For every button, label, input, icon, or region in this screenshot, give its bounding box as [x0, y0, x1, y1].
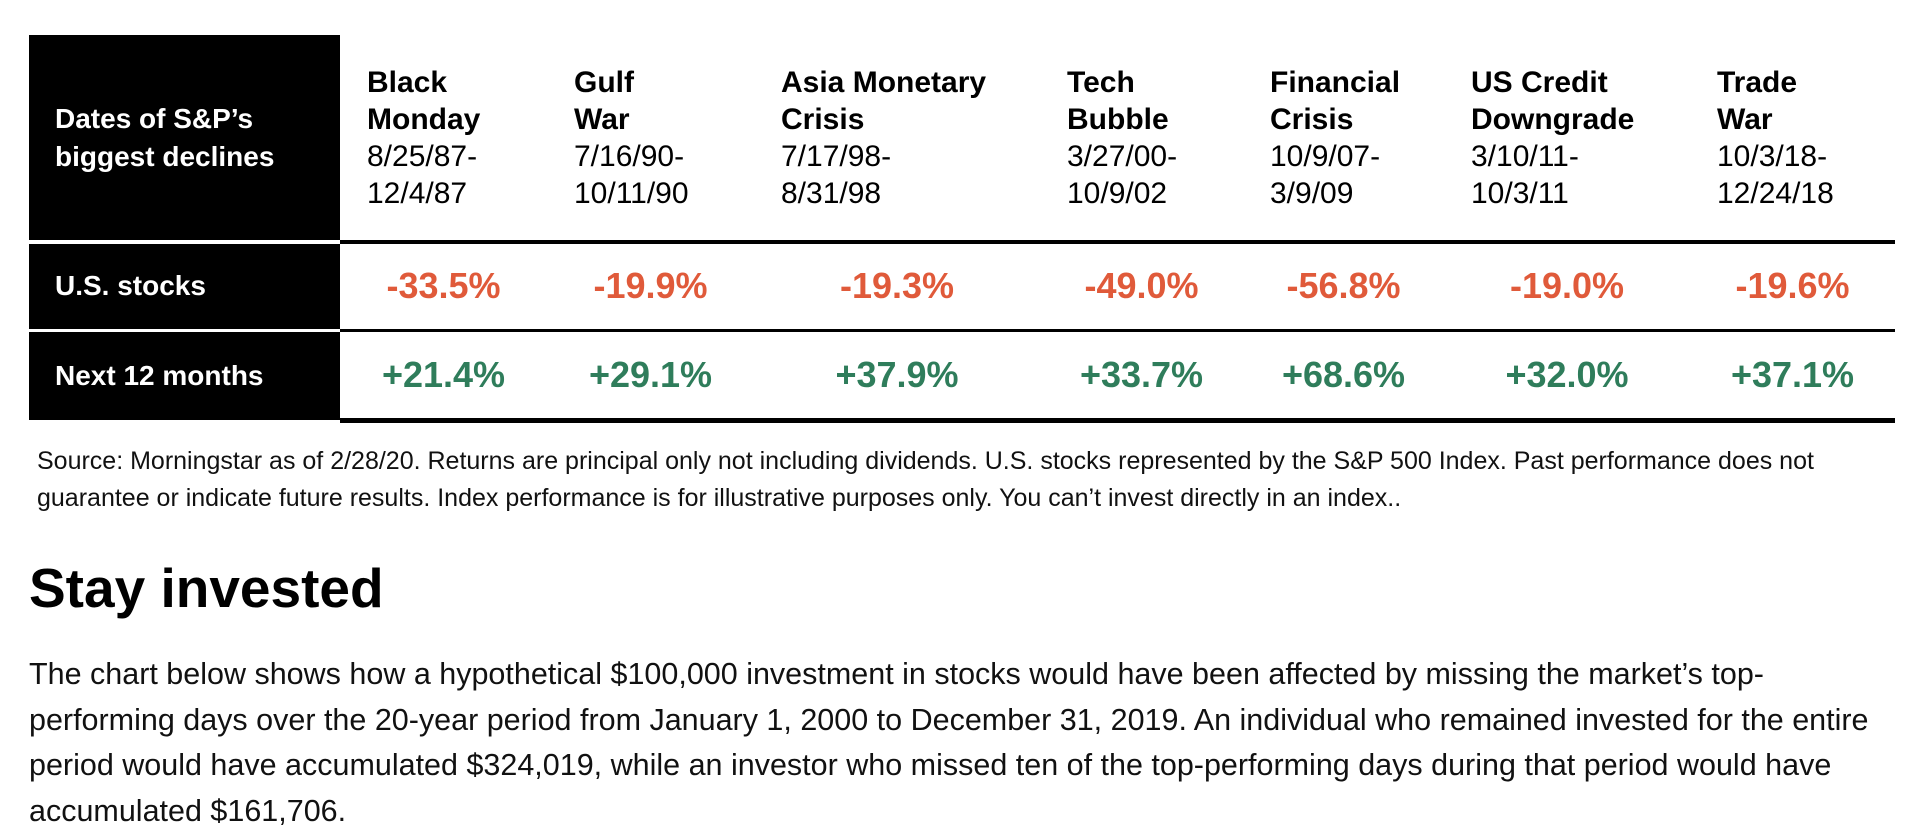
event-col-5: US Credit Downgrade 3/10/11-10/3/11: [1444, 35, 1690, 244]
next-12-value: +29.1%: [547, 330, 754, 423]
event-name: Financial Crisis: [1270, 65, 1401, 136]
event-dates: 7/16/90-10/11/90: [574, 139, 689, 210]
source-note: Source: Morningstar as of 2/28/20. Retur…: [37, 447, 1814, 512]
event-dates: 3/27/00-10/9/02: [1067, 139, 1178, 210]
us-stocks-value: -19.0%: [1444, 242, 1690, 332]
sp-declines-table: Dates of S&P’s biggest declines Black Mo…: [29, 35, 1895, 423]
us-stocks-value: -33.5%: [340, 242, 547, 332]
us-stocks-row: U.S. stocks -33.5% -19.9% -19.3% -49.0% …: [29, 242, 1895, 332]
event-name: Gulf War: [574, 65, 634, 136]
next-12-value: +37.1%: [1690, 330, 1895, 423]
us-stocks-value: -19.3%: [754, 242, 1040, 332]
event-name: Asia Monetary Crisis: [781, 65, 987, 136]
next-12-value: +68.6%: [1243, 330, 1444, 423]
event-dates: 8/25/87-12/4/87: [367, 139, 478, 210]
row-label-us-stocks: U.S. stocks: [29, 242, 340, 332]
event-name: Tech Bubble: [1067, 65, 1169, 136]
event-col-3: Tech Bubble 3/27/00-10/9/02: [1040, 35, 1243, 244]
event-dates: 10/9/07-3/9/09: [1270, 139, 1381, 210]
next-12-months-row: Next 12 months +21.4% +29.1% +37.9% +33.…: [29, 330, 1895, 423]
table-header-row: Dates of S&P’s biggest declines Black Mo…: [29, 35, 1895, 244]
event-col-4: Financial Crisis 10/9/07-3/9/09: [1243, 35, 1444, 244]
event-col-1: Gulf War 7/16/90-10/11/90: [547, 35, 754, 244]
section-title: Stay invested: [29, 557, 384, 619]
event-dates: 10/3/18-12/24/18: [1717, 139, 1834, 210]
declines-table-container: Dates of S&P’s biggest declines Black Mo…: [29, 35, 1895, 423]
section-body: The chart below shows how a hypothetical…: [29, 657, 1869, 828]
event-dates: 3/10/11-10/3/11: [1471, 139, 1579, 210]
us-stocks-value: -56.8%: [1243, 242, 1444, 332]
us-stocks-value: -19.6%: [1690, 242, 1895, 332]
event-dates: 7/17/98-8/31/98: [781, 139, 892, 210]
next-12-value: +37.9%: [754, 330, 1040, 423]
row-label-next-12: Next 12 months: [29, 330, 340, 420]
next-12-value: +21.4%: [340, 330, 547, 423]
event-name: Trade War: [1717, 65, 1798, 136]
event-name: Black Monday: [367, 65, 481, 136]
next-12-value: +32.0%: [1444, 330, 1690, 423]
us-stocks-value: -49.0%: [1040, 242, 1243, 332]
event-col-0: Black Monday 8/25/87-12/4/87: [340, 35, 547, 244]
event-col-2: Asia Monetary Crisis 7/17/98-8/31/98: [754, 35, 1040, 244]
row-label-dates: Dates of S&P’s biggest declines: [29, 35, 340, 244]
us-stocks-value: -19.9%: [547, 242, 754, 332]
event-col-6: Trade War 10/3/18-12/24/18: [1690, 35, 1895, 244]
next-12-value: +33.7%: [1040, 330, 1243, 423]
event-name: US Credit Downgrade: [1471, 65, 1635, 136]
